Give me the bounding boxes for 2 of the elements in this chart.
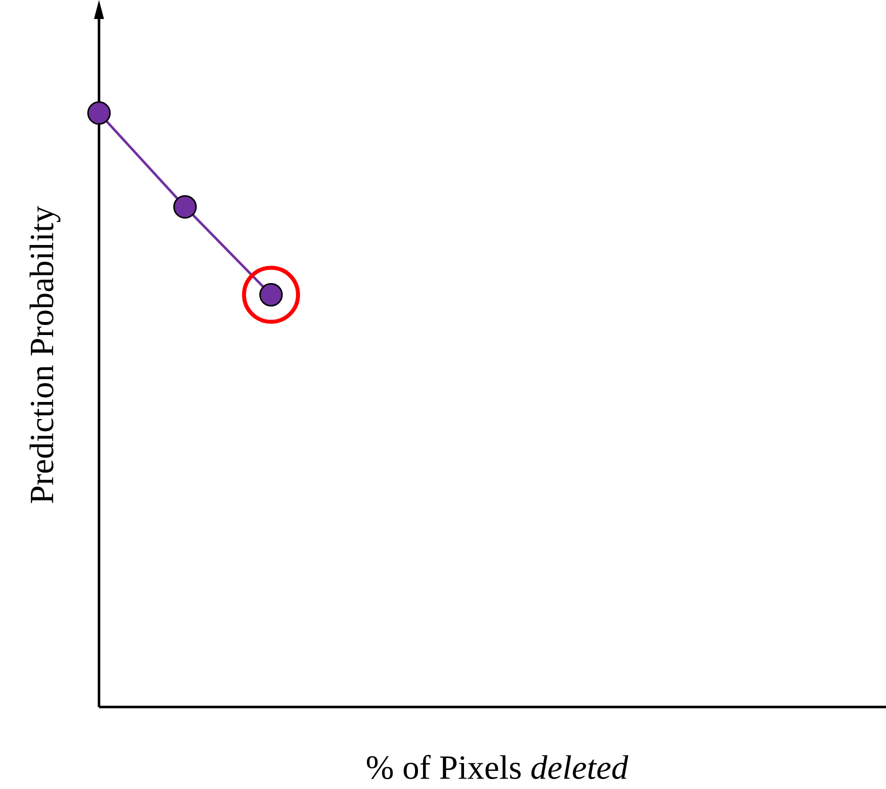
y-axis-title: Prediction Probability	[30, 206, 60, 504]
x-axis-title: % of Pixels deleted	[366, 754, 628, 780]
